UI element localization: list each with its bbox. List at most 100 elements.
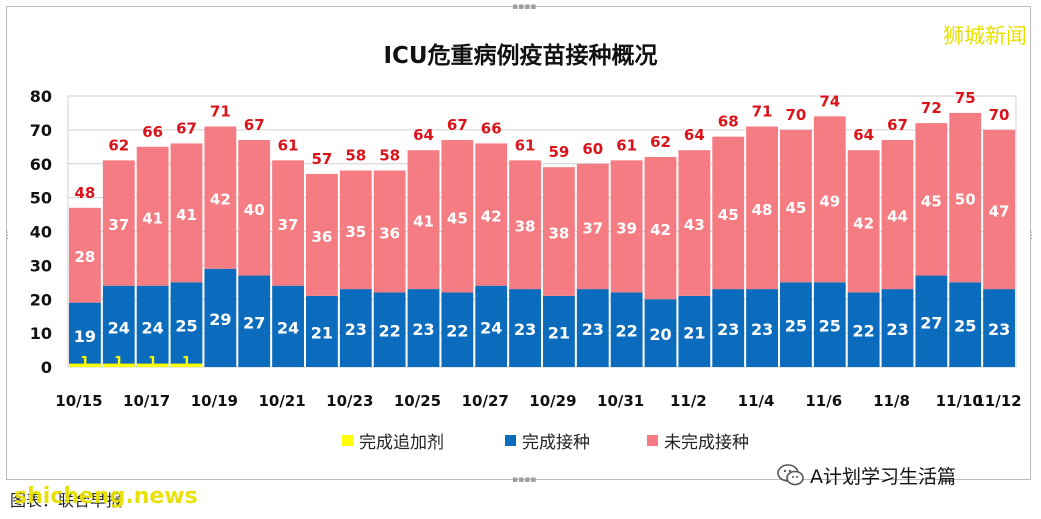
- bar-incomplete: [306, 173, 338, 296]
- resize-handle-bottom[interactable]: ▪▪▪▪: [512, 475, 537, 485]
- bar-completed: [102, 285, 135, 367]
- bar-incomplete: [475, 143, 508, 286]
- bar-completed: [238, 275, 271, 367]
- bar-incomplete: [576, 163, 609, 290]
- y-tick-label: 10: [30, 324, 52, 343]
- data-label-incomplete: 36: [311, 228, 332, 246]
- bar-completed: [610, 292, 643, 367]
- x-tick-label: 10/19: [191, 392, 238, 410]
- data-label-total: 67: [176, 119, 197, 137]
- bar-completed: [746, 289, 778, 367]
- data-label-completed: 24: [142, 318, 164, 337]
- data-label-incomplete: 28: [74, 248, 95, 266]
- bar-completed: [644, 299, 677, 367]
- bar-completed: [543, 295, 575, 367]
- data-label-incomplete: 37: [278, 216, 299, 234]
- bar-incomplete: [915, 123, 948, 276]
- site-watermark: 狮城新闻: [943, 24, 1027, 48]
- bar-completed: [339, 289, 372, 367]
- data-label-total: 70: [989, 106, 1010, 124]
- data-label-total: 67: [447, 116, 468, 134]
- data-label-completed: 22: [446, 322, 468, 341]
- data-label-total: 57: [311, 150, 332, 168]
- bar-booster: [102, 363, 135, 367]
- data-label-completed: 19: [74, 327, 96, 346]
- data-label-total: 75: [955, 89, 976, 107]
- data-label-completed: 23: [345, 320, 367, 339]
- resize-handle-right[interactable]: ⋮: [1027, 231, 1036, 241]
- bar-incomplete: [272, 160, 304, 286]
- x-tick-label: 11/6: [805, 392, 842, 410]
- wechat-icon: [777, 464, 804, 486]
- data-label-incomplete: 41: [176, 206, 197, 224]
- bar-incomplete: [441, 140, 474, 293]
- bar-completed: [813, 282, 846, 367]
- bar-completed: [272, 285, 304, 367]
- bar-completed: [678, 295, 711, 367]
- data-label-total: 48: [74, 184, 95, 202]
- bar-completed: [712, 289, 745, 367]
- data-label-incomplete: 37: [582, 219, 603, 237]
- resize-handle-top[interactable]: ▪▪▪▪: [512, 2, 537, 12]
- bar-booster: [69, 363, 101, 367]
- data-label-completed: 23: [886, 320, 908, 339]
- bar-completed: [576, 289, 609, 367]
- bar-incomplete: [102, 160, 135, 286]
- data-label-completed: 23: [412, 320, 434, 339]
- legend-item-booster: 完成追加剂: [342, 428, 444, 453]
- x-tick-label: 10/21: [258, 392, 305, 410]
- bar-completed: [475, 285, 508, 367]
- bar-incomplete: [238, 140, 271, 276]
- data-label-completed: 22: [616, 322, 638, 341]
- data-label-incomplete: 42: [481, 208, 502, 226]
- bar-completed: [983, 289, 1015, 367]
- data-label-incomplete: 48: [752, 201, 773, 219]
- bar-incomplete: [746, 126, 778, 290]
- data-label-total: 72: [921, 99, 942, 117]
- bar-incomplete: [204, 126, 237, 269]
- bar-incomplete: [69, 207, 101, 303]
- data-label-total: 67: [244, 116, 265, 134]
- x-tick-label: 11/10: [936, 392, 983, 410]
- data-label-total: 59: [548, 143, 569, 161]
- bar-completed: [881, 289, 914, 367]
- bar-completed: [136, 285, 169, 367]
- x-tick-label: 10/27: [462, 392, 509, 410]
- bar-incomplete: [881, 140, 914, 290]
- data-label-completed: 29: [209, 310, 231, 329]
- bar-completed: [407, 289, 440, 367]
- bar-completed: [204, 268, 237, 367]
- data-label-completed: 23: [514, 320, 536, 339]
- bar-incomplete: [170, 143, 203, 283]
- x-tick-label: 10/15: [55, 392, 102, 410]
- bar-incomplete: [373, 170, 406, 293]
- wechat-account: A计划学习生活篇: [776, 460, 956, 490]
- bar-incomplete: [339, 170, 372, 290]
- data-label-completed: 24: [277, 318, 299, 337]
- data-label-incomplete: 45: [718, 206, 739, 224]
- resize-handle-left[interactable]: ⋮: [3, 231, 12, 241]
- data-label-incomplete: 40: [244, 201, 265, 219]
- data-label-total: 60: [582, 140, 603, 158]
- data-label-total: 64: [413, 126, 434, 144]
- data-label-total: 66: [481, 119, 502, 137]
- data-label-incomplete: 38: [548, 225, 569, 243]
- bar-completed: [69, 302, 101, 367]
- data-label-total: 64: [684, 126, 705, 144]
- x-tick-label: 10/25: [394, 392, 441, 410]
- bar-completed: [509, 289, 541, 367]
- data-label-completed: 25: [175, 317, 197, 336]
- data-label-total: 58: [379, 147, 400, 165]
- y-tick-label: 80: [30, 87, 52, 106]
- credit-watermark: shicheng.news: [14, 484, 198, 509]
- data-label-incomplete: 45: [785, 199, 806, 217]
- data-label-completed: 23: [988, 320, 1010, 339]
- data-label-incomplete: 37: [108, 216, 129, 234]
- x-tick-label: 10/29: [529, 392, 576, 410]
- data-label-incomplete: 41: [413, 213, 434, 231]
- y-tick-label: 30: [30, 256, 52, 275]
- data-label-incomplete: 44: [887, 208, 908, 226]
- x-tick-label: 10/23: [326, 392, 373, 410]
- data-label-incomplete: 42: [210, 191, 231, 209]
- bar-incomplete: [813, 116, 846, 283]
